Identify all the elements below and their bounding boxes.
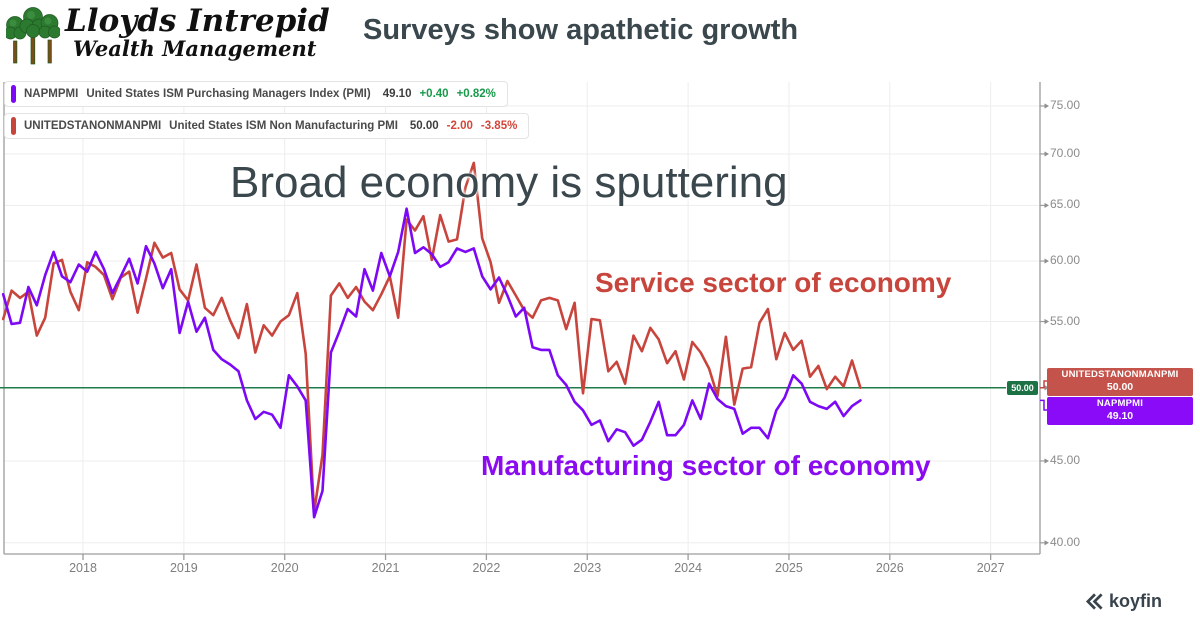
x-axis-label: 2019 [169,561,198,575]
price-label-ticker: NAPMPMI [1096,398,1144,409]
x-axis-label: 2020 [270,561,299,575]
y-tick-arrow [1044,540,1049,546]
legend-change: -2.00 [446,120,473,132]
legend-change-pct: -3.85% [480,120,518,132]
trees-icon [6,7,60,65]
x-axis-label: 2024 [674,561,702,575]
legend-description: United States ISM Purchasing Managers In… [86,88,371,100]
price-label-value: 50.00 [1106,380,1134,393]
y-tick-arrow [1044,318,1049,325]
y-tick-arrow [1044,103,1049,109]
x-axis-label: 2025 [775,561,803,575]
legend-item-napmpmi[interactable]: NAPMPMI United States ISM Purchasing Man… [4,81,508,107]
y-axis-label: 45.00 [1050,452,1081,467]
price-leader-purple [1040,399,1048,411]
company-logo: Lloyds Intrepid Wealth Management [6,5,330,69]
logo-subtitle: Wealth Management [73,35,317,61]
x-axis-label: 2022 [472,561,501,575]
y-tick-arrow [1044,385,1049,391]
koyfin-watermark: koyfin [1085,591,1162,612]
price-leader-red [1040,380,1048,389]
legend-change: +0.40 [419,88,449,100]
series-color-swatch-red [11,117,16,135]
x-axis-label: 2023 [573,561,602,575]
annotation-manufacturing-sector: Manufacturing sector of economy [481,450,931,481]
reference-line-label: 50.00 [1007,381,1038,395]
x-axis-label: 2021 [371,561,400,575]
y-axis-label: 70.00 [1050,145,1081,160]
series-color-swatch-purple [11,85,16,103]
y-tick-arrow [1044,258,1049,264]
y-axis-label: 75.00 [1050,98,1081,112]
price-label-value: 49.10 [1106,409,1134,422]
price-label-napmpmi[interactable]: NAPMPMI 49.10 [1047,397,1193,425]
legend-ticker: NAPMPMI [24,88,79,100]
y-axis-label: 65.00 [1050,197,1081,212]
y-axis-label: 40.00 [1050,534,1081,549]
y-axis-label: 60.00 [1050,253,1081,268]
legend-value: 50.00 [409,120,439,132]
legend-value: 49.10 [382,88,412,100]
y-tick-arrow [1044,202,1049,209]
x-axis-label: 2018 [69,561,97,575]
price-label-ticker: UNITEDSTANONMANPMI [1061,369,1179,380]
koyfin-logo-icon [1085,593,1103,610]
annotation-service-sector: Service sector of economy [595,267,952,298]
y-tick-arrow [1044,458,1049,464]
y-axis-label: 55.00 [1050,313,1081,328]
legend-item-unitedstanonmanpmi[interactable]: UNITEDSTANONMANPMI United States ISM Non… [4,113,530,139]
legend-description: United States ISM Non Manufacturing PMI [169,120,398,132]
y-tick-arrow [1044,151,1049,157]
series-line-napmpmi[interactable] [1,207,862,519]
x-axis-label: 2026 [875,561,904,575]
chart-title: Surveys show apathetic growth [363,14,799,46]
x-axis-label: 2027 [976,561,1005,575]
series-line-unitedstanonmanpmi[interactable] [1,161,862,514]
koyfin-logo-text: koyfin [1108,591,1162,611]
price-label-unitedstanonmanpmi[interactable]: UNITEDSTANONMANPMI 50.00 [1047,368,1193,396]
legend-change-pct: +0.82% [456,88,496,100]
annotation-broad-economy: Broad economy is sputtering [230,158,788,207]
logo-company-name: Lloyds Intrepid [65,3,330,39]
legend-ticker: UNITEDSTANONMANPMI [24,120,162,132]
